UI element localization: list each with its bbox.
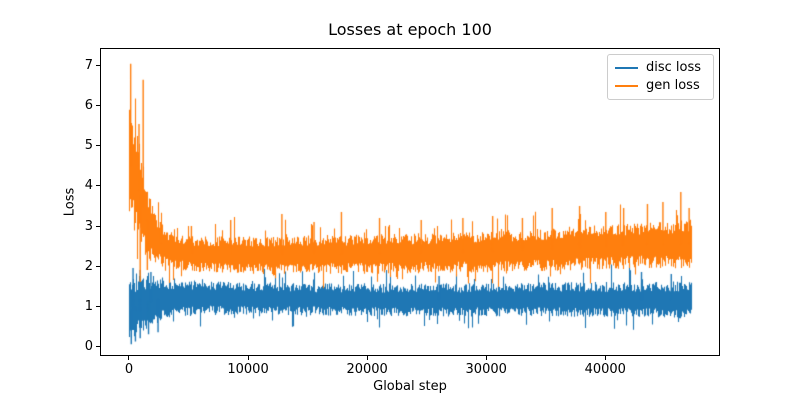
y-tick-mark [96, 225, 100, 227]
x-tick-mark [366, 356, 368, 360]
y-tick-label: 0 [84, 338, 93, 354]
y-tick-label: 4 [84, 178, 93, 194]
x-tick-label: 0 [124, 362, 134, 377]
y-tick-label: 5 [84, 138, 93, 154]
gen-loss-line-swatch [615, 85, 638, 87]
y-tick-mark [96, 345, 100, 347]
disc-loss-line-swatch [615, 67, 638, 69]
y-tick-label: 7 [84, 58, 93, 74]
legend-item-gen-loss: gen loss [608, 77, 713, 95]
y-tick-label: 1 [84, 298, 93, 314]
x-tick-label: 30000 [465, 362, 507, 377]
y-tick-label: 6 [84, 98, 93, 114]
x-tick-mark [485, 356, 487, 360]
x-tick-label: 10000 [227, 362, 269, 377]
chart-title: Losses at epoch 100 [328, 20, 492, 39]
x-tick-label: 40000 [584, 362, 626, 377]
legend-label: gen loss [646, 78, 700, 93]
x-tick-mark [128, 356, 130, 360]
y-tick-mark [96, 105, 100, 107]
legend-label: disc loss [646, 60, 702, 75]
y-tick-label: 2 [84, 258, 93, 274]
series-canvas [101, 49, 719, 355]
x-axis-label: Global step [373, 379, 447, 394]
y-tick-label: 3 [84, 218, 93, 234]
y-tick-mark [96, 305, 100, 307]
y-tick-mark [96, 185, 100, 187]
legend: disc loss gen loss [607, 54, 714, 100]
x-tick-mark [604, 356, 606, 360]
legend-item-disc-loss: disc loss [608, 59, 713, 77]
y-tick-mark [96, 65, 100, 67]
plot-area: disc loss gen loss [100, 48, 720, 356]
y-tick-mark [96, 265, 100, 267]
x-tick-label: 20000 [346, 362, 388, 377]
x-tick-mark [247, 356, 249, 360]
y-tick-mark [96, 145, 100, 147]
